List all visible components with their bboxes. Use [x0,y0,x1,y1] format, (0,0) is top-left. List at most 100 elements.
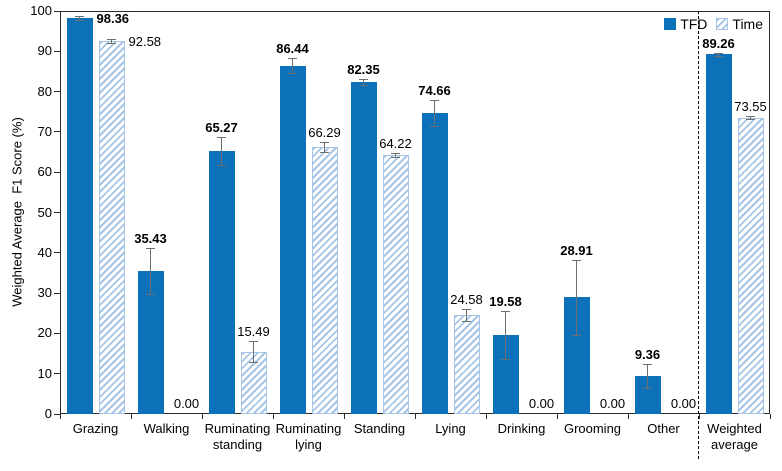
bar-tfd-standing [350,82,377,414]
y-tick-label: 20 [37,325,52,341]
error-bar-cap [288,73,297,75]
legend-label-tfd: TFD [680,16,708,32]
error-bar-cap [462,308,471,310]
legend-item-time: Time [716,16,763,32]
y-tick-label: 60 [37,164,52,180]
y-tick-label: 70 [37,123,52,139]
value-label-tfd-drinking: 19.58 [489,293,522,309]
error-bar [434,100,435,126]
y-tick-label: 10 [37,365,52,381]
x-category-label-ruminating-standing: Ruminating standing [204,421,271,452]
value-label-time-grazing: 92.58 [128,33,162,49]
error-bar [505,310,506,360]
error-bar [324,142,325,152]
error-bar [647,364,648,389]
value-label-time-ruminating-standing: 15.49 [237,324,270,340]
error-bar [253,341,254,363]
value-label-time-other: 0.00 [670,396,697,411]
error-bar-cap [746,119,755,121]
legend-item-tfd: TFD [664,16,707,32]
error-bar-cap [572,260,581,261]
error-bar-cap [746,115,755,117]
value-label-tfd-grazing: 98.36 [96,10,130,26]
value-label-tfd-standing: 82.35 [347,61,380,77]
time-swatch-icon [716,18,729,30]
value-label-tfd-ruminating-lying: 86.44 [276,40,309,56]
error-bar [750,115,751,120]
error-bar [111,39,112,43]
y-tick [54,171,60,173]
value-label-tfd-other: 9.36 [634,347,661,363]
y-tick-label: 40 [37,244,52,260]
x-tick [59,414,61,419]
value-label-tfd-grooming: 28.91 [560,243,593,258]
error-bar-cap [320,142,329,143]
tfd-swatch-icon [664,18,677,30]
x-tick [627,414,629,419]
value-label-time-lying: 24.58 [450,291,483,307]
x-category-label-grazing: Grazing [72,421,119,436]
bar-tfd-lying [421,113,448,414]
value-label-tfd-ruminating-standing: 65.27 [205,119,238,135]
error-bar [363,78,364,86]
error-bar-cap [359,85,368,87]
value-label-time-standing: 64.22 [379,136,412,152]
error-bar-cap [501,310,510,312]
y-tick-label: 50 [37,204,52,220]
x-tick [769,414,771,419]
error-bar [150,248,151,295]
error-bar [718,52,719,56]
bar-time-weighted-average [737,117,764,414]
error-bar-cap [359,78,368,80]
y-tick [54,50,60,52]
value-label-time-weighted-average: 73.55 [734,98,767,114]
bar-time-lying [453,314,480,414]
bar-tfd-ruminating-lying [279,65,306,414]
value-label-tfd-lying: 74.66 [418,83,451,99]
x-tick [485,414,487,419]
x-tick [414,414,416,419]
y-tick [54,212,60,213]
error-bar-cap [462,320,471,322]
value-label-time-walking: 0.00 [173,396,200,411]
y-tick-label: 100 [30,3,52,18]
y-tick [54,91,60,93]
value-label-time-drinking: 0.00 [528,396,555,411]
x-category-label-standing: Standing [353,421,406,436]
bar-time-grazing [98,40,125,414]
legend-label-time: Time [732,16,763,32]
bar-time-ruminating-lying [311,146,338,414]
y-tick-label: 80 [37,83,52,99]
error-bar-cap [107,42,116,44]
x-tick [130,414,132,419]
y-tick-label: 0 [44,406,52,421]
error-bar-cap [249,341,258,343]
error-bar-cap [75,15,84,17]
error-bar-cap [217,136,226,138]
error-bar-cap [107,39,116,41]
bar-tfd-grazing [66,17,93,414]
error-bar [292,57,293,74]
error-bar-cap [146,248,155,250]
error-bar-cap [501,359,510,361]
error-bar-cap [714,55,723,57]
value-label-tfd-walking: 35.43 [134,231,167,247]
error-bar [79,15,80,20]
x-category-label-weighted-average: Weighted average [707,421,762,452]
x-category-label-drinking: Drinking [497,421,546,436]
x-tick [272,414,274,419]
y-tick [54,332,60,334]
bar-tfd-ruminating-standing [208,150,235,414]
error-bar-cap [146,294,155,296]
error-bar-cap [249,362,258,364]
y-tick [54,413,60,415]
x-category-label-ruminating-lying: Ruminating lying [275,421,342,452]
x-category-label-other: Other [647,421,680,436]
x-category-label-walking: Walking [143,421,190,436]
error-bar-cap [643,388,652,390]
y-tick [54,252,60,254]
error-bar [395,153,396,158]
x-tick [698,414,700,419]
y-tick [54,292,60,294]
y-tick-label: 90 [37,43,52,59]
